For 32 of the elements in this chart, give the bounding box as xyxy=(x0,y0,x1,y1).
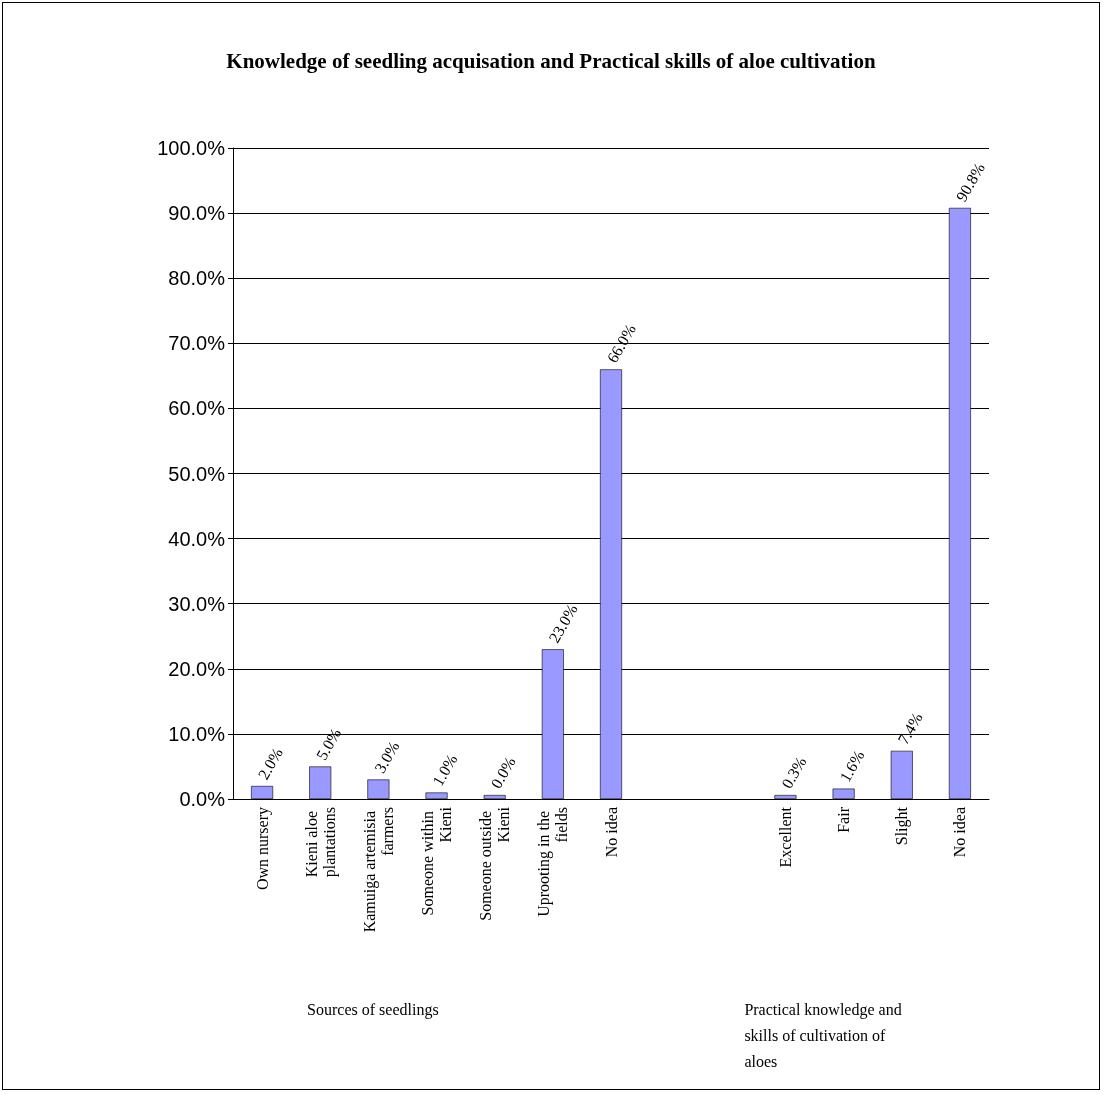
x-tick-label: Fair xyxy=(835,806,853,833)
x-tick-label: Someone within Kieni xyxy=(419,806,455,916)
y-tick-label: 0.0% xyxy=(179,788,226,810)
y-tick-label: 30.0% xyxy=(168,592,226,615)
x-tick-label: Kamuiga artemisia farmers xyxy=(360,807,396,933)
text: Practical knowledge and skills of cultivation of aloes xyxy=(744,1000,906,1070)
y-tick-label: 40.0% xyxy=(168,527,226,550)
y-tick-label: 100.0% xyxy=(157,137,226,159)
x-tick-label: Someone outside Kieni xyxy=(477,806,513,921)
x-tick-label: Own nursery xyxy=(253,807,272,891)
x-tick-label: Kieni aloe plantations xyxy=(302,807,339,878)
bar xyxy=(425,792,448,799)
chart-title: Knowledge of seedling acquisation and Practical skills of aloe cultivation xyxy=(226,48,876,73)
y-tick-label: 70.0% xyxy=(168,332,226,355)
x-tick-label: Slight xyxy=(893,806,912,846)
y-tick-label: 90.0% xyxy=(168,202,226,225)
bar xyxy=(309,766,332,799)
x-tick-label: No idea xyxy=(951,807,969,858)
bar xyxy=(251,785,274,799)
bar xyxy=(367,779,390,799)
y-tick-label: 20.0% xyxy=(168,657,226,680)
x-tick-label: Uprooting in the fields xyxy=(535,807,571,917)
bar xyxy=(832,788,855,799)
y-tick-label: 80.0% xyxy=(168,267,226,290)
bar xyxy=(890,750,913,799)
y-tick-label: 50.0% xyxy=(168,462,226,485)
bar xyxy=(774,795,797,799)
x-tick-label: No idea xyxy=(602,807,620,858)
x-tick-label: Excellent xyxy=(776,806,794,868)
y-tick-label: 10.0% xyxy=(168,722,226,745)
source-note: Sources of seedlings xyxy=(307,1000,439,1019)
y-tick-label: 60.0% xyxy=(168,397,226,420)
